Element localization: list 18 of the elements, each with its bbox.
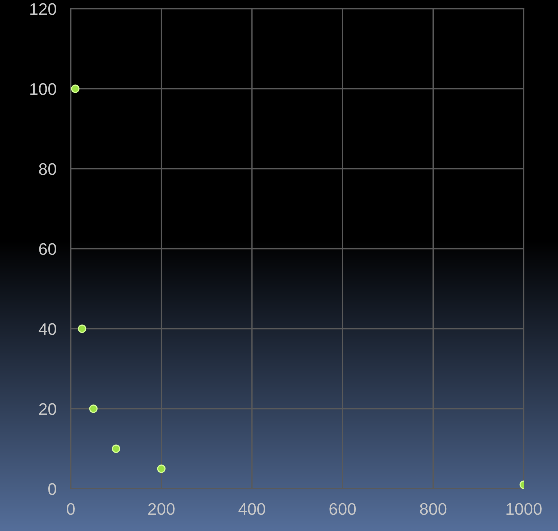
y-tick-label: 120 <box>30 3 56 16</box>
x-tick-label: 1000 <box>506 503 542 516</box>
y-tick-label: 100 <box>30 83 56 96</box>
point <box>71 84 80 94</box>
x-tick-label: 600 <box>330 503 356 516</box>
x-tick-label: 0 <box>67 503 75 516</box>
x-tick-label: 800 <box>420 503 447 516</box>
y-tick-label: 40 <box>38 323 56 336</box>
x-tick-label: 200 <box>148 503 175 516</box>
y-tick-label: 20 <box>39 403 56 416</box>
y-tick-label: 60 <box>39 243 56 256</box>
y-tick-label: 0 <box>48 483 56 496</box>
x-tick-label: 400 <box>238 503 266 516</box>
point <box>112 444 121 454</box>
y-tick-label: 80 <box>39 163 56 176</box>
point <box>78 324 87 334</box>
point <box>157 464 166 474</box>
point <box>89 404 98 414</box>
